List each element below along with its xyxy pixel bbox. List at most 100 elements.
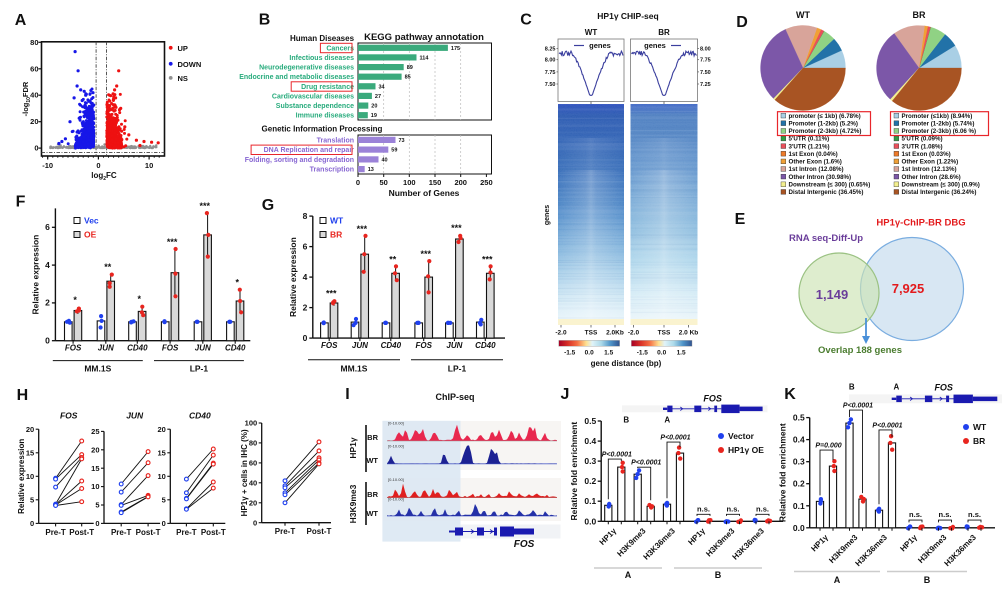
svg-text:WT: WT: [366, 456, 378, 465]
svg-text:Relative expression: Relative expression: [288, 237, 298, 317]
svg-text:G: G: [262, 197, 274, 214]
svg-text:2.0Kb: 2.0Kb: [606, 330, 624, 337]
svg-text:0.3: 0.3: [793, 457, 805, 467]
svg-text:2: 2: [303, 302, 308, 312]
svg-text:0: 0: [303, 333, 308, 343]
svg-text:H3K9me3: H3K9me3: [348, 484, 358, 523]
svg-text:Promoter (1-2kb) (5.74%): Promoter (1-2kb) (5.74%): [902, 120, 975, 127]
svg-text:DOWN: DOWN: [178, 60, 202, 69]
svg-text:200: 200: [454, 178, 467, 187]
svg-text:80: 80: [30, 38, 38, 47]
svg-text:0: 0: [95, 519, 99, 528]
svg-text:Transcription: Transcription: [310, 167, 354, 174]
svg-text:Pre-T: Pre-T: [275, 527, 296, 536]
svg-text:Neurodegenerative diseases: Neurodegenerative diseases: [259, 65, 354, 72]
svg-text:Promoter (2-3kb) (6.06 %): Promoter (2-3kb) (6.06 %): [902, 128, 977, 135]
svg-text:Infectious diseases: Infectious diseases: [289, 55, 354, 62]
svg-text:1,149: 1,149: [816, 287, 849, 302]
svg-text:Other Exon (1.22%): Other Exon (1.22%): [902, 159, 959, 166]
svg-text:n.s.: n.s.: [727, 504, 740, 513]
svg-text:7.75: 7.75: [700, 58, 711, 64]
svg-text:**: **: [104, 262, 112, 272]
svg-text:250: 250: [480, 178, 493, 187]
svg-text:HP1γ + cells in IHC (%): HP1γ + cells in IHC (%): [240, 429, 249, 516]
svg-text:Promoter (≤1kb) (8.94%): Promoter (≤1kb) (8.94%): [902, 113, 973, 120]
svg-text:TSS: TSS: [658, 330, 671, 337]
svg-text:CD40: CD40: [127, 344, 148, 353]
svg-text:Translation: Translation: [317, 137, 354, 144]
svg-text:JUN: JUN: [126, 411, 144, 421]
svg-text:n.s.: n.s.: [697, 504, 710, 513]
svg-text:BR: BR: [913, 10, 926, 20]
svg-text:BR: BR: [658, 28, 670, 37]
svg-text:Human Diseases: Human Diseases: [290, 34, 355, 43]
svg-text:*: *: [73, 295, 77, 305]
svg-text:ChIP-seq: ChIP-seq: [435, 392, 474, 402]
svg-text:Relative expression: Relative expression: [30, 235, 40, 315]
svg-text:genes: genes: [589, 41, 611, 50]
svg-text:I: I: [345, 386, 349, 403]
svg-text:P<0.0001: P<0.0001: [872, 422, 902, 429]
svg-text:-log10FDR: -log10FDR: [21, 81, 32, 116]
svg-text:FOS: FOS: [321, 341, 338, 350]
svg-text:BR: BR: [330, 230, 342, 240]
svg-text:0.3: 0.3: [584, 456, 596, 466]
svg-text:8: 8: [303, 211, 308, 221]
svg-text:10: 10: [157, 472, 165, 481]
svg-text:3'UTR (1.21%): 3'UTR (1.21%): [789, 143, 830, 150]
svg-text:J: J: [561, 386, 570, 403]
svg-text:OE: OE: [84, 230, 97, 240]
svg-text:0.1: 0.1: [793, 501, 805, 511]
svg-text:WT: WT: [585, 28, 598, 37]
svg-text:5'UTR (0.11%): 5'UTR (0.11%): [789, 136, 830, 143]
svg-text:2.0 Kb: 2.0 Kb: [679, 330, 699, 337]
svg-text:***: ***: [451, 223, 462, 233]
svg-text:P<0.0001: P<0.0001: [843, 403, 873, 410]
svg-text:CD40: CD40: [189, 411, 211, 421]
svg-text:0.2: 0.2: [793, 479, 805, 489]
svg-text:n.s.: n.s.: [968, 510, 981, 519]
svg-text:4: 4: [303, 272, 308, 282]
svg-text:Relative fold enrichment: Relative fold enrichment: [778, 423, 788, 522]
svg-text:Downstream (≤ 300) (0.9%): Downstream (≤ 300) (0.9%): [902, 182, 980, 189]
svg-text:Folding, sorting and degradati: Folding, sorting and degradation: [245, 157, 354, 164]
svg-text:promoter (≤ 1kb) (6.78%): promoter (≤ 1kb) (6.78%): [789, 113, 861, 120]
svg-text:0.0: 0.0: [793, 523, 805, 533]
svg-text:Post-T: Post-T: [307, 527, 332, 536]
svg-text:A: A: [625, 570, 632, 580]
svg-text:Overlap 188 genes: Overlap 188 genes: [818, 345, 902, 356]
svg-text:7.75: 7.75: [545, 70, 556, 76]
svg-text:Cardiovascular diseases: Cardiovascular diseases: [272, 93, 354, 100]
svg-text:WT: WT: [366, 509, 378, 518]
svg-text:Endocrine and metabolic diseas: Endocrine and metabolic diseases: [239, 74, 354, 81]
svg-text:[0-10.00]: [0-10.00]: [388, 421, 404, 426]
svg-text:7.50: 7.50: [545, 82, 556, 88]
svg-text:Number of Genes: Number of Genes: [389, 188, 460, 198]
svg-text:H: H: [17, 387, 29, 404]
svg-text:gene distance (bp): gene distance (bp): [591, 359, 662, 368]
svg-text:FOS: FOS: [60, 411, 78, 421]
svg-text:-2.0: -2.0: [555, 330, 567, 337]
svg-text:HP1γ OE: HP1γ OE: [728, 445, 764, 455]
svg-text:MM.1S: MM.1S: [341, 364, 368, 374]
svg-text:2: 2: [45, 298, 50, 308]
svg-text:genes: genes: [544, 205, 551, 225]
svg-text:BR: BR: [367, 433, 378, 442]
svg-text:*: *: [235, 277, 239, 287]
svg-text:34: 34: [379, 84, 386, 90]
svg-text:P<0.0001: P<0.0001: [660, 435, 690, 442]
svg-text:3'UTR (1.08%): 3'UTR (1.08%): [902, 143, 943, 150]
svg-text:Vec: Vec: [84, 216, 99, 226]
svg-text:B: B: [924, 575, 931, 585]
svg-text:HP1γ-ChIP-BR DBG: HP1γ-ChIP-BR DBG: [876, 218, 965, 229]
svg-text:1.5: 1.5: [677, 350, 686, 357]
svg-text:60: 60: [249, 459, 257, 468]
svg-text:***: ***: [482, 254, 493, 264]
svg-text:FOS: FOS: [703, 394, 722, 404]
svg-text:100: 100: [403, 178, 416, 187]
svg-text:7.50: 7.50: [700, 70, 711, 76]
svg-text:0: 0: [162, 519, 166, 528]
svg-text:10: 10: [26, 472, 34, 481]
svg-text:Promoter (1-2kb) (5.2%): Promoter (1-2kb) (5.2%): [789, 120, 858, 127]
svg-text:***: ***: [420, 249, 431, 259]
